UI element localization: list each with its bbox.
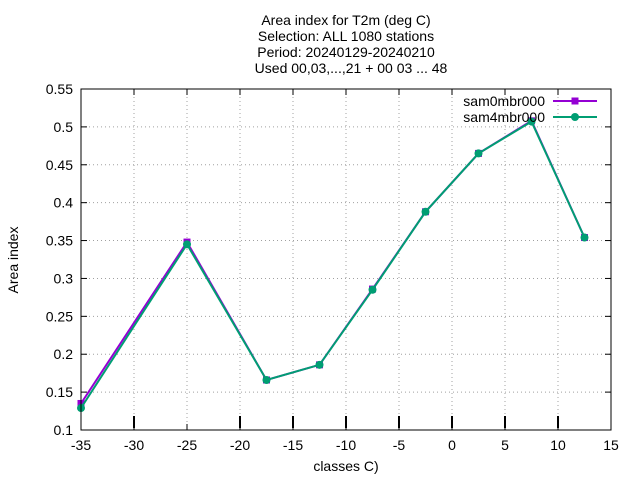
y-tick-label: 0.5 [54, 119, 74, 135]
title-line-1: Area index for T2m (deg C) [261, 12, 430, 28]
legend-label: sam4mbr000 [463, 109, 545, 125]
x-tick-label: -15 [283, 437, 303, 453]
y-axis-label: Area index [5, 227, 21, 294]
x-tick-label: 0 [448, 437, 456, 453]
y-tick-label: 0.2 [54, 346, 74, 362]
x-tick-label: -25 [177, 437, 197, 453]
data-point [527, 117, 536, 126]
x-axis-label: classes C) [313, 458, 378, 474]
x-axis-ticks: -35 -30 -25 -20 -15 -10 -5 0 5 10 15 [71, 89, 619, 453]
x-tick-label: 10 [550, 437, 566, 453]
chart-title: Area index for T2m (deg C) Selection: AL… [255, 12, 448, 76]
series-group [77, 117, 589, 413]
data-point [262, 375, 271, 384]
legend-marker [571, 97, 579, 105]
legend-label: sam0mbr000 [463, 93, 545, 109]
grid [81, 89, 611, 430]
x-tick-label: -30 [124, 437, 144, 453]
y-tick-label: 0.55 [46, 81, 73, 97]
y-tick-label: 0.35 [46, 233, 73, 249]
y-tick-label: 0.25 [46, 308, 73, 324]
y-tick-label: 0.15 [46, 384, 73, 400]
series-line-sam4mbr000 [80, 120, 586, 409]
x-tick-label: -20 [230, 437, 250, 453]
data-point [183, 240, 191, 249]
plot-frame [80, 88, 612, 431]
x-tick-label: 15 [603, 437, 619, 453]
y-tick-label: 0.1 [54, 422, 74, 438]
data-point [368, 285, 377, 294]
y-tick-label: 0.4 [54, 195, 74, 211]
class-markers [133, 416, 559, 428]
data-point [474, 149, 483, 158]
x-tick-label: 5 [501, 437, 509, 453]
data-point [580, 233, 589, 242]
x-tick-label: -35 [71, 437, 91, 453]
title-line-2: Selection: ALL 1080 stations [258, 28, 434, 44]
x-tick-label: -5 [393, 437, 406, 453]
x-tick-label: -10 [336, 437, 356, 453]
y-tick-label: 0.3 [54, 270, 74, 286]
y-tick-label: 0.45 [46, 157, 73, 173]
data-point [315, 360, 324, 369]
title-line-3: Period: 20240129-20240210 [257, 44, 435, 60]
legend-marker [571, 113, 579, 121]
y-axis-ticks: 0.1 0.15 0.2 0.25 0.3 0.35 0.4 0.45 0.5 0.55 [46, 81, 611, 438]
data-point [421, 207, 430, 216]
series-line-sam0mbr000 [80, 119, 586, 405]
title-line-4: Used 00,03,...,21 + 00 03 ... 48 [255, 60, 448, 76]
